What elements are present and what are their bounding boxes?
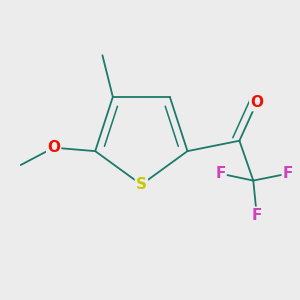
Text: O: O — [250, 95, 263, 110]
Text: F: F — [283, 166, 293, 181]
Text: F: F — [252, 208, 262, 223]
Text: S: S — [136, 177, 147, 192]
Text: O: O — [47, 140, 60, 155]
Text: F: F — [215, 166, 226, 181]
